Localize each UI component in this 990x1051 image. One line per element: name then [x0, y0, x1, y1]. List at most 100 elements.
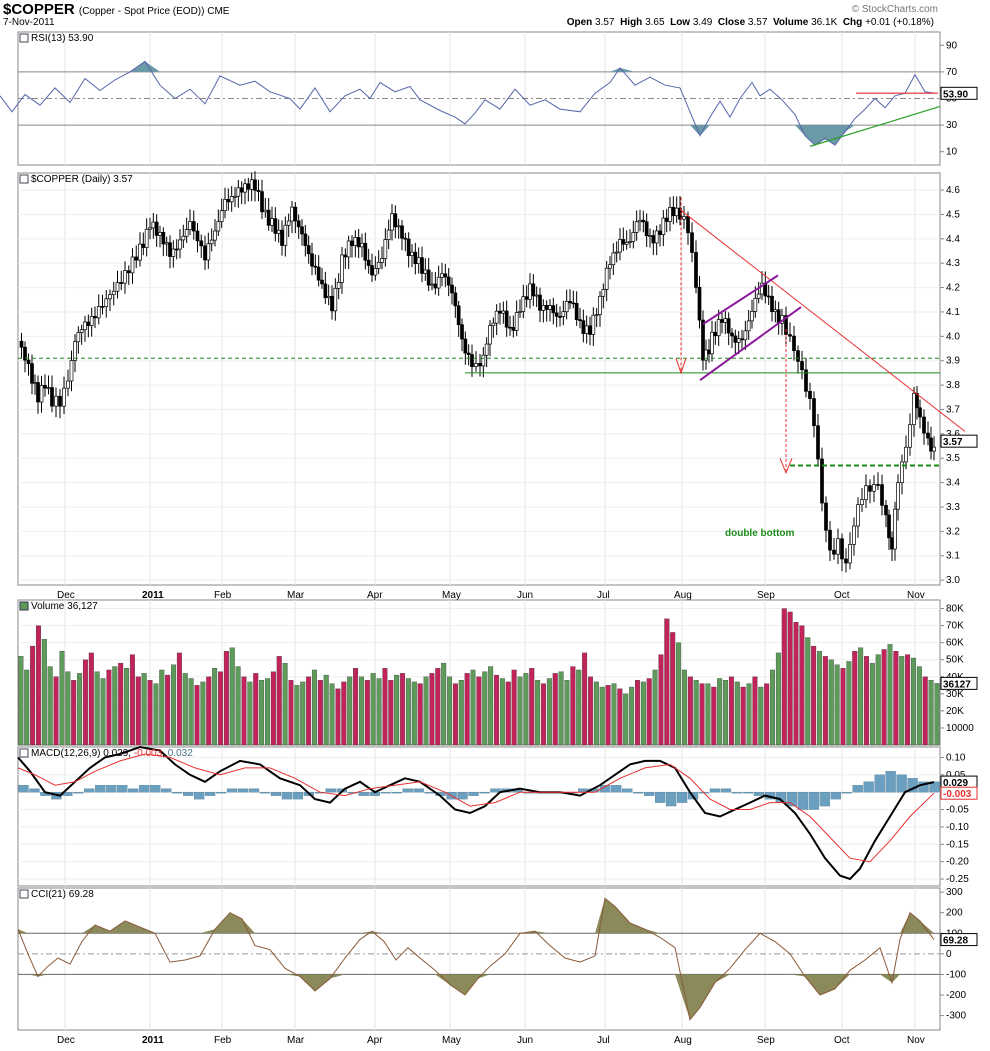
- price-candle: [848, 544, 852, 564]
- macd-histogram-bar: [457, 792, 468, 800]
- bottom-x-label: Jun: [517, 1035, 533, 1046]
- macd-histogram-bar: [259, 792, 271, 794]
- volume-bar: [323, 674, 329, 746]
- volume-bar: [147, 680, 153, 746]
- rsi-current-label: 53.90: [943, 89, 968, 100]
- volume-bar: [417, 683, 423, 746]
- volume-bar: [899, 656, 905, 746]
- volume-bar: [212, 668, 218, 746]
- price-candle: [478, 363, 482, 367]
- price-y-tick-label: 3.5: [946, 453, 960, 464]
- price-candle: [753, 297, 758, 312]
- volume-bar: [740, 686, 746, 746]
- price-candle: [191, 221, 196, 232]
- volume-bar: [517, 676, 523, 746]
- volume-bar: [188, 678, 194, 746]
- price-x-label: May: [442, 590, 461, 601]
- price-candle: [896, 482, 900, 510]
- price-candle: [266, 209, 271, 226]
- volume-bar: [24, 669, 30, 746]
- price-candle: [651, 235, 656, 244]
- macd-histogram-bar: [95, 785, 106, 793]
- price-candle: [644, 221, 649, 237]
- price-candle: [336, 282, 341, 289]
- macd-histogram-bar: [270, 792, 282, 796]
- rsi-title: RSI(13) 53.90: [31, 33, 94, 44]
- price-candle: [568, 300, 572, 304]
- price-candle: [26, 359, 31, 364]
- price-candle: [213, 230, 217, 241]
- macd-histogram-bar: [468, 792, 479, 796]
- price-candle: [69, 360, 74, 382]
- price-candle: [578, 319, 582, 322]
- volume-bar: [881, 649, 887, 746]
- price-candle: [804, 369, 808, 392]
- macd-histogram-bar: [633, 792, 644, 794]
- signal-current-label: -0.003: [943, 789, 972, 800]
- price-candle: [111, 290, 116, 296]
- rsi-support-line: [809, 105, 941, 147]
- price-candle: [904, 446, 908, 463]
- macd-histogram-bar: [907, 778, 918, 793]
- volume-bar: [358, 676, 364, 746]
- price-candle: [350, 240, 354, 246]
- cci-y-tick-label: 200: [946, 908, 963, 919]
- price-candle: [604, 267, 609, 290]
- price-candle: [733, 335, 738, 343]
- volume-bar: [593, 681, 599, 746]
- price-candle: [514, 312, 519, 331]
- cci-y-tick-label: -100: [946, 969, 966, 980]
- macd-histogram-bar: [753, 792, 765, 796]
- volume-bar: [623, 693, 629, 746]
- price-candle: [199, 240, 204, 247]
- macd-histogram-bar: [643, 792, 655, 796]
- volume-bar: [605, 685, 611, 746]
- price-candle: [181, 235, 186, 241]
- macd-histogram-bar: [731, 792, 743, 794]
- price-candle: [554, 312, 559, 317]
- volume-current-label: 36127: [943, 679, 971, 690]
- volume-bar: [505, 681, 511, 746]
- price-candle: [310, 253, 314, 267]
- price-candle: [46, 387, 51, 389]
- price-candle: [574, 303, 579, 320]
- bottom-x-label: Dec: [57, 1035, 75, 1046]
- price-candle: [671, 206, 676, 217]
- volume-bar: [411, 681, 417, 746]
- macd-histogram-bar: [215, 792, 227, 794]
- signal-current-label-box: [940, 786, 978, 800]
- price-candle: [504, 310, 509, 328]
- signal-line: [17, 753, 935, 863]
- volume-bar: [53, 676, 59, 746]
- volume-bar: [317, 680, 323, 746]
- price-y-tick-label: 4.1: [946, 307, 960, 318]
- volume-bar: [494, 674, 500, 746]
- price-candle: [376, 262, 381, 269]
- volume-bar: [570, 666, 576, 746]
- macd-y-tick-label: -0.15: [946, 839, 969, 850]
- bottom-x-label: Jul: [597, 1035, 610, 1046]
- macd-histogram-bar: [204, 792, 216, 796]
- price-candle: [450, 284, 454, 294]
- volume-bar: [306, 676, 312, 746]
- price-candle: [256, 189, 261, 192]
- price-candle: [323, 283, 328, 299]
- arrow-head-1: [675, 358, 687, 375]
- macd-title: MACD(12,26,9) 0.029, -0.003, 0.032: [31, 748, 193, 759]
- price-candle: [756, 293, 761, 299]
- volume-bar: [558, 671, 564, 746]
- price-candle: [188, 221, 192, 231]
- price-candle: [43, 385, 47, 389]
- volume-bar: [429, 673, 435, 746]
- macd-histogram-bar: [292, 792, 304, 800]
- macd-histogram-bar: [742, 792, 754, 794]
- price-candle: [701, 319, 705, 361]
- cci-y-tick-label: 300: [946, 887, 963, 898]
- price-candle: [226, 199, 231, 203]
- price-candle: [290, 206, 294, 222]
- rsi-current-label-box: [940, 86, 978, 100]
- macd-histogram-bar: [150, 785, 161, 793]
- price-candle: [19, 340, 24, 348]
- price-candle: [223, 199, 227, 212]
- volume-bar: [934, 683, 940, 746]
